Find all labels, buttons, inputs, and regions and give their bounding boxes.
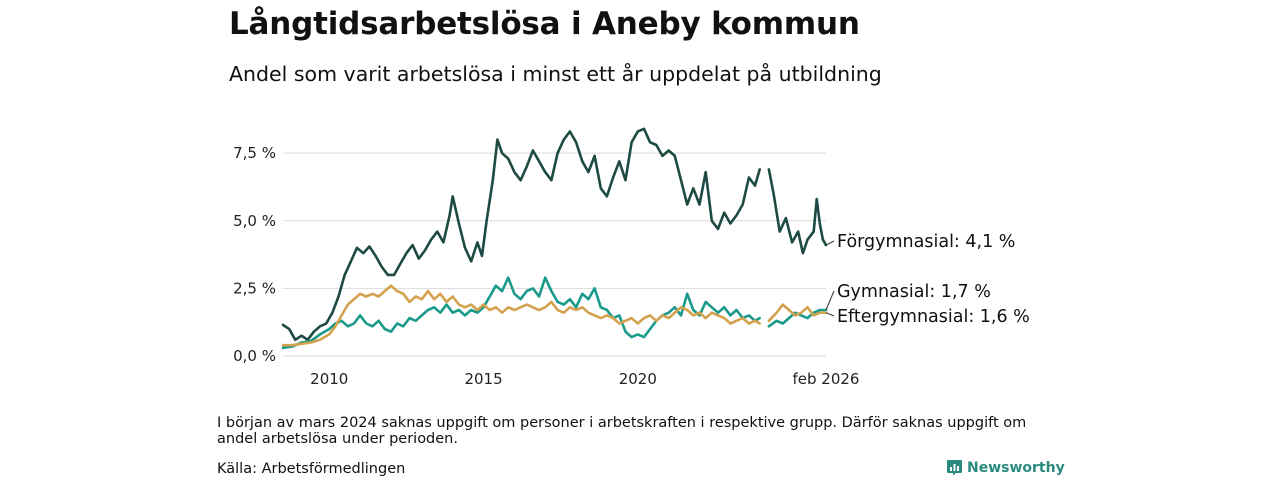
source-text: Källa: Arbetsförmedlingen — [217, 461, 406, 477]
leader-line — [825, 240, 835, 246]
x-axis-ticks: 2010 2015 2020 feb 2026 — [310, 370, 859, 388]
line-chart: 0,0 % 2,5 % 5,0 % 7,5 % 2010 2015 2020 feb 202… — [233, 127, 1030, 388]
series-line-förgymnasial — [281, 127, 828, 342]
series-end-label: Eftergymnasial: 1,6 % — [837, 307, 1030, 327]
series-end-labels: Förgymnasial: 4,1 % Gymnasial: 1,7 % Efter… — [825, 232, 1030, 327]
leader-line — [825, 290, 835, 311]
x-tick-label: 2015 — [464, 370, 502, 388]
series-end-label: Gymnasial: 1,7 % — [837, 282, 991, 302]
x-tick-label: feb 2026 — [793, 370, 860, 388]
leader-line — [825, 312, 835, 317]
brand-name: Newsworthy — [967, 459, 1065, 476]
y-tick-label: 0,0 % — [233, 347, 276, 365]
gridlines — [283, 152, 826, 357]
y-tick-label: 7,5 % — [233, 144, 276, 162]
brand-logo[interactable]: Newsworthy — [946, 459, 1065, 476]
footnote: I början av mars 2024 saknas uppgift om … — [217, 415, 1027, 447]
y-axis-ticks: 0,0 % 2,5 % 5,0 % 7,5 % — [233, 144, 276, 365]
chart-title: Långtidsarbetslösa i Aneby kommun — [229, 6, 860, 42]
y-tick-label: 2,5 % — [233, 279, 276, 297]
y-tick-label: 5,0 % — [233, 212, 276, 230]
newsworthy-logo-icon — [947, 460, 962, 476]
x-tick-label: 2010 — [310, 370, 348, 388]
x-tick-label: 2020 — [619, 370, 657, 388]
chart-subtitle: Andel som varit arbetslösa i minst ett å… — [229, 62, 882, 86]
series-line-eftergymnasial — [281, 284, 828, 347]
series-lines — [281, 127, 828, 350]
series-end-label: Förgymnasial: 4,1 % — [837, 232, 1015, 252]
